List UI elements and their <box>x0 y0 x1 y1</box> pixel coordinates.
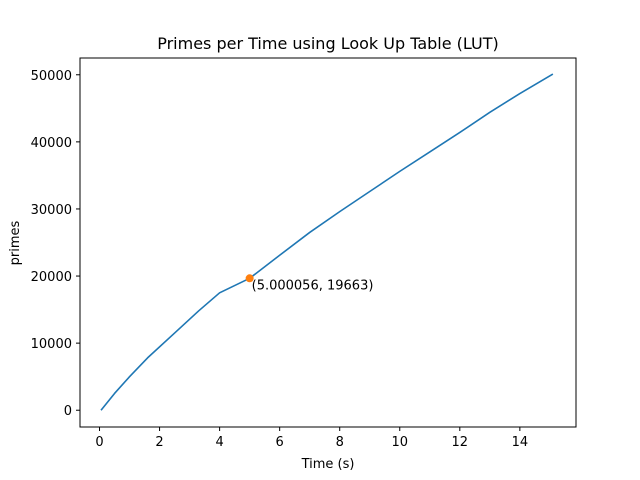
x-axis-label: Time (s) <box>301 457 355 472</box>
x-tick-label: 6 <box>276 435 284 450</box>
x-tick-label: 4 <box>215 435 223 450</box>
chart-title: Primes per Time using Look Up Table (LUT… <box>157 34 499 53</box>
axis-ticks: 0 2 4 6 8 10 12 14 0 10000 20000 30000 40000 50000 <box>31 69 528 450</box>
y-tick-label: 10000 <box>31 337 72 352</box>
y-tick-label: 40000 <box>31 136 72 151</box>
y-tick-label: 30000 <box>31 203 72 218</box>
x-tick-label: 2 <box>155 435 163 450</box>
y-axis-label: primes <box>8 220 23 265</box>
plot-area: (5.000056, 19663) <box>100 73 554 411</box>
x-tick-label: 8 <box>336 435 344 450</box>
highlight-point <box>245 274 254 283</box>
y-tick-label: 20000 <box>31 270 72 285</box>
x-tick-label: 12 <box>452 435 469 450</box>
highlight-annotation: (5.000056, 19663) <box>252 278 374 293</box>
x-tick-label: 14 <box>512 435 529 450</box>
series-line-0 <box>100 73 554 411</box>
x-tick-label: 10 <box>391 435 408 450</box>
axes-frame <box>79 57 577 428</box>
x-tick-label: 0 <box>95 435 103 450</box>
y-tick-label: 50000 <box>31 69 72 84</box>
y-tick-label: 0 <box>64 404 72 419</box>
